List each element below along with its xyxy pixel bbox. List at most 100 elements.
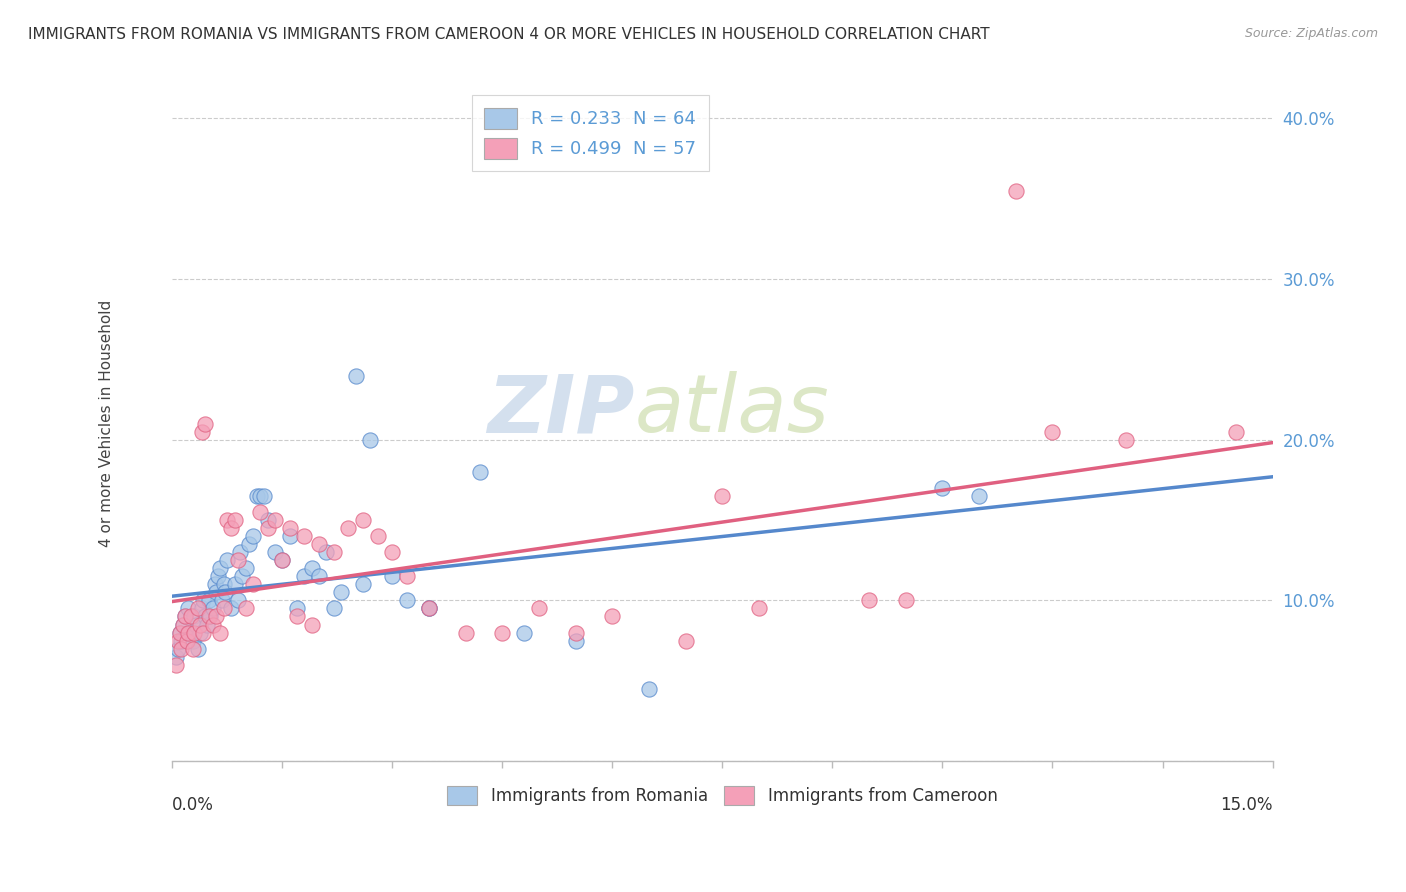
Text: ZIP: ZIP — [486, 371, 634, 450]
Point — [322, 601, 344, 615]
Point — [197, 617, 219, 632]
Point — [315, 545, 337, 559]
Point — [292, 529, 315, 543]
Point — [187, 641, 209, 656]
Point — [165, 649, 187, 664]
Point — [172, 617, 194, 632]
Point — [271, 553, 294, 567]
Point — [513, 625, 536, 640]
Point — [931, 481, 953, 495]
Point — [208, 625, 231, 640]
Point — [224, 513, 246, 527]
Point — [165, 657, 187, 672]
Point — [264, 513, 287, 527]
Point — [181, 641, 204, 656]
Point — [169, 625, 191, 640]
Point — [242, 577, 264, 591]
Point — [207, 569, 229, 583]
Point — [204, 577, 226, 591]
Point — [200, 609, 222, 624]
Point — [253, 489, 276, 503]
Point — [169, 625, 191, 640]
Point — [285, 609, 308, 624]
Point — [174, 609, 197, 624]
Point — [491, 625, 513, 640]
Point — [418, 601, 440, 615]
Point — [301, 561, 323, 575]
Point — [194, 417, 217, 431]
Point — [176, 625, 198, 640]
Point — [201, 617, 224, 632]
Point — [1042, 425, 1064, 439]
Point — [352, 577, 374, 591]
Point — [235, 561, 257, 575]
Point — [308, 569, 330, 583]
Point — [180, 609, 202, 624]
Point — [454, 625, 477, 640]
Point — [219, 601, 242, 615]
Point — [564, 625, 586, 640]
Point — [188, 617, 211, 632]
Point — [170, 633, 193, 648]
Point — [167, 641, 190, 656]
Point — [359, 433, 381, 447]
Point — [226, 553, 249, 567]
Point — [301, 617, 323, 632]
Text: 4 or more Vehicles in Household: 4 or more Vehicles in Household — [98, 300, 114, 548]
Point — [418, 601, 440, 615]
Point — [395, 593, 418, 607]
Point — [675, 633, 697, 648]
Point — [224, 577, 246, 591]
Point — [329, 585, 352, 599]
Point — [180, 625, 202, 640]
Point — [249, 505, 271, 519]
Point — [381, 569, 404, 583]
Point — [381, 545, 404, 559]
Text: Source: ZipAtlas.com: Source: ZipAtlas.com — [1244, 27, 1378, 40]
Point — [184, 617, 207, 632]
Point — [271, 553, 294, 567]
Point — [344, 368, 367, 383]
Text: atlas: atlas — [634, 371, 830, 450]
Point — [219, 521, 242, 535]
Point — [214, 585, 236, 599]
Point — [1225, 425, 1247, 439]
Point — [638, 681, 661, 696]
Point — [201, 601, 224, 615]
Point — [172, 617, 194, 632]
Point — [229, 545, 252, 559]
Point — [470, 465, 492, 479]
Point — [278, 529, 301, 543]
Point — [217, 553, 239, 567]
Point — [967, 489, 990, 503]
Point — [418, 601, 440, 615]
Point — [205, 609, 228, 624]
Point — [190, 425, 212, 439]
Point — [188, 625, 211, 640]
Point — [711, 489, 734, 503]
Point — [190, 601, 212, 615]
Point — [242, 529, 264, 543]
Point — [226, 593, 249, 607]
Point — [183, 625, 205, 640]
Point — [308, 537, 330, 551]
Point — [858, 593, 880, 607]
Point — [212, 601, 235, 615]
Point — [337, 521, 360, 535]
Point — [367, 529, 389, 543]
Point — [527, 601, 550, 615]
Point — [198, 609, 221, 624]
Point — [292, 569, 315, 583]
Point — [176, 633, 198, 648]
Point — [748, 601, 770, 615]
Point — [278, 521, 301, 535]
Point — [256, 521, 278, 535]
Point — [211, 593, 233, 607]
Point — [352, 513, 374, 527]
Point — [1115, 433, 1137, 447]
Point — [212, 577, 235, 591]
Point — [1004, 184, 1026, 198]
Point — [177, 601, 200, 615]
Point — [285, 601, 308, 615]
Point — [322, 545, 344, 559]
